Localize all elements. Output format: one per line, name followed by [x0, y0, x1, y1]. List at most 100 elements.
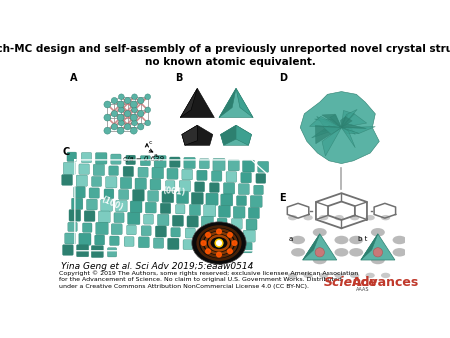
Polygon shape	[180, 88, 197, 118]
Circle shape	[124, 124, 131, 130]
Text: Copyright © 2019 The Authors, some rights reserved; exclusive licensee American : Copyright © 2019 The Authors, some right…	[59, 270, 359, 289]
FancyBboxPatch shape	[127, 212, 140, 224]
FancyBboxPatch shape	[227, 242, 238, 252]
Polygon shape	[361, 234, 395, 260]
Circle shape	[111, 124, 117, 130]
Text: C: C	[63, 147, 70, 157]
FancyBboxPatch shape	[214, 229, 225, 240]
FancyBboxPatch shape	[212, 241, 222, 251]
FancyBboxPatch shape	[191, 192, 203, 204]
FancyBboxPatch shape	[206, 193, 218, 205]
FancyBboxPatch shape	[106, 176, 117, 188]
Polygon shape	[341, 115, 348, 127]
FancyBboxPatch shape	[200, 229, 210, 239]
Circle shape	[117, 127, 124, 134]
Ellipse shape	[350, 215, 359, 220]
FancyBboxPatch shape	[179, 180, 190, 192]
Polygon shape	[342, 127, 355, 135]
FancyBboxPatch shape	[217, 218, 227, 228]
FancyBboxPatch shape	[67, 152, 76, 162]
Circle shape	[118, 94, 124, 100]
Ellipse shape	[334, 248, 348, 257]
Polygon shape	[322, 126, 342, 132]
FancyBboxPatch shape	[86, 199, 97, 210]
FancyBboxPatch shape	[236, 196, 247, 206]
FancyBboxPatch shape	[231, 218, 242, 229]
Ellipse shape	[303, 215, 313, 220]
FancyBboxPatch shape	[250, 196, 262, 208]
FancyBboxPatch shape	[166, 180, 175, 190]
Polygon shape	[236, 88, 253, 118]
FancyBboxPatch shape	[246, 219, 257, 230]
FancyBboxPatch shape	[238, 184, 249, 195]
FancyBboxPatch shape	[124, 237, 134, 246]
Circle shape	[138, 124, 144, 130]
FancyBboxPatch shape	[189, 204, 201, 216]
Ellipse shape	[349, 248, 363, 257]
Circle shape	[145, 107, 151, 113]
Circle shape	[228, 233, 232, 237]
FancyBboxPatch shape	[145, 202, 156, 213]
FancyBboxPatch shape	[187, 216, 198, 227]
Text: E: E	[279, 193, 286, 203]
Circle shape	[111, 111, 117, 117]
Circle shape	[217, 229, 221, 234]
Text: B: B	[175, 73, 182, 83]
FancyBboxPatch shape	[91, 245, 104, 258]
Circle shape	[130, 127, 137, 134]
Polygon shape	[312, 126, 342, 138]
FancyBboxPatch shape	[158, 214, 169, 226]
Polygon shape	[310, 116, 342, 127]
FancyBboxPatch shape	[95, 153, 107, 164]
Polygon shape	[342, 114, 367, 127]
Circle shape	[117, 114, 124, 121]
Ellipse shape	[381, 273, 390, 278]
FancyBboxPatch shape	[76, 175, 87, 186]
FancyBboxPatch shape	[141, 226, 151, 236]
FancyBboxPatch shape	[150, 179, 161, 190]
FancyBboxPatch shape	[110, 236, 119, 245]
Circle shape	[217, 252, 221, 257]
Circle shape	[217, 241, 221, 245]
Text: AAAS: AAAS	[356, 287, 369, 292]
FancyBboxPatch shape	[96, 222, 108, 235]
Ellipse shape	[371, 256, 385, 264]
Text: (001): (001)	[162, 186, 186, 197]
Polygon shape	[180, 88, 214, 118]
FancyBboxPatch shape	[182, 169, 193, 180]
Text: Yina Geng et al. Sci Adv 2019;5:eaaw0514: Yina Geng et al. Sci Adv 2019;5:eaaw0514	[61, 262, 253, 270]
FancyBboxPatch shape	[176, 204, 185, 214]
FancyBboxPatch shape	[201, 216, 213, 228]
Text: a: a	[154, 153, 158, 158]
FancyBboxPatch shape	[144, 214, 153, 224]
Circle shape	[132, 107, 137, 113]
FancyBboxPatch shape	[197, 170, 207, 180]
Circle shape	[206, 249, 210, 254]
FancyBboxPatch shape	[114, 213, 124, 223]
Ellipse shape	[313, 256, 327, 264]
Ellipse shape	[381, 215, 390, 220]
FancyBboxPatch shape	[219, 206, 230, 217]
FancyBboxPatch shape	[74, 187, 85, 198]
FancyBboxPatch shape	[133, 190, 144, 201]
FancyBboxPatch shape	[79, 164, 90, 174]
FancyBboxPatch shape	[140, 155, 150, 166]
Circle shape	[104, 101, 111, 108]
Circle shape	[118, 107, 124, 113]
FancyBboxPatch shape	[72, 198, 83, 210]
FancyBboxPatch shape	[154, 155, 166, 167]
Circle shape	[215, 239, 223, 247]
FancyBboxPatch shape	[65, 233, 76, 244]
Circle shape	[232, 241, 237, 245]
Ellipse shape	[365, 273, 375, 278]
Ellipse shape	[291, 236, 305, 244]
Ellipse shape	[319, 215, 328, 220]
FancyBboxPatch shape	[243, 230, 255, 242]
Text: Science: Science	[324, 276, 378, 289]
FancyBboxPatch shape	[111, 154, 121, 164]
Polygon shape	[322, 127, 342, 156]
FancyBboxPatch shape	[162, 191, 174, 203]
FancyBboxPatch shape	[233, 207, 245, 218]
Polygon shape	[219, 88, 253, 118]
FancyBboxPatch shape	[91, 176, 102, 187]
